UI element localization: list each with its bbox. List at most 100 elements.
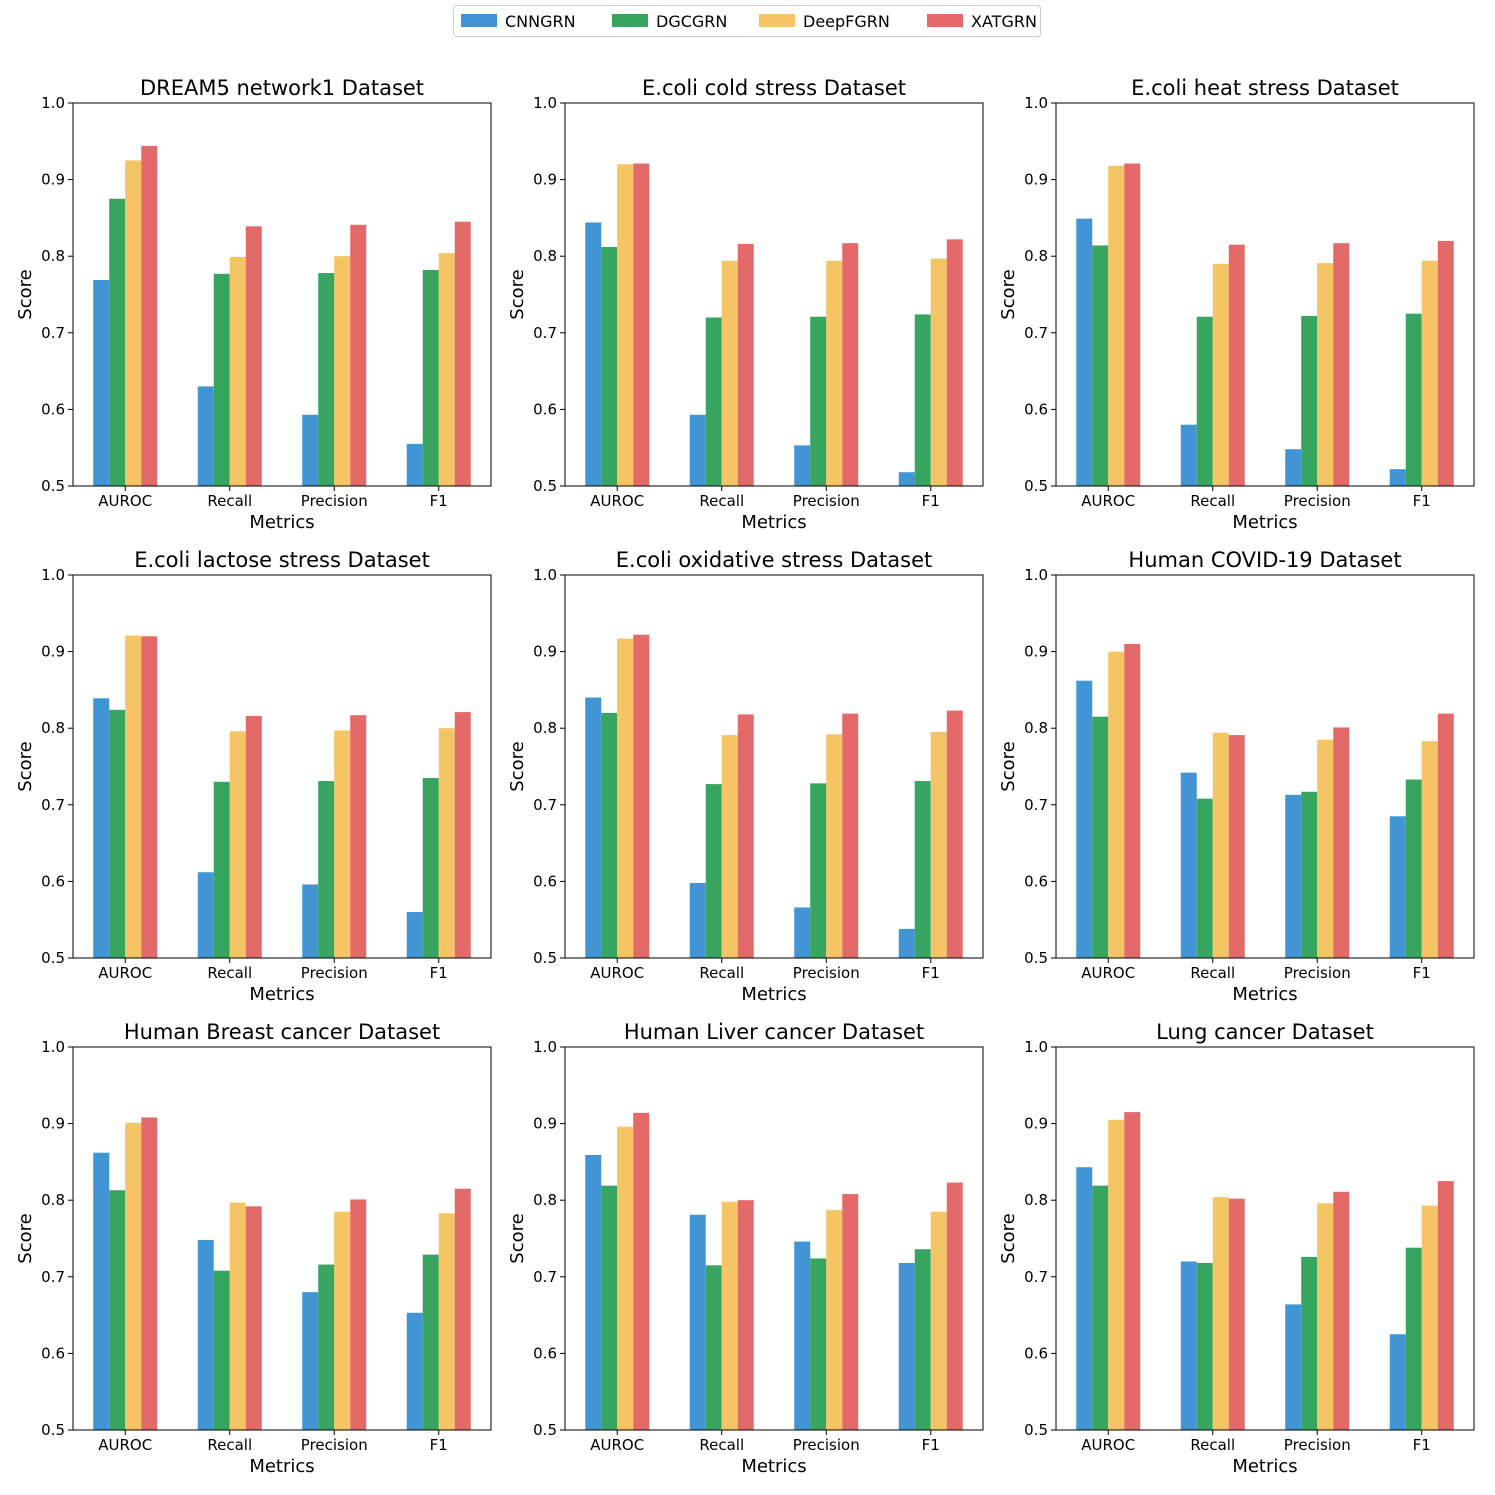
bar-xatgrn-recall	[737, 243, 754, 486]
bar-dgcgrn-recall	[213, 1270, 230, 1430]
bar-cnngrn-auroc	[93, 1152, 110, 1430]
x-tick-label: Recall	[699, 1436, 744, 1454]
x-tick-label: F1	[922, 1436, 940, 1454]
y-tick-label: 0.6	[1024, 400, 1048, 418]
bar-dgcgrn-precision	[318, 273, 335, 486]
bar-xatgrn-precision	[1333, 243, 1350, 486]
bar-xatgrn-f1	[946, 710, 963, 958]
x-tick-label: F1	[922, 964, 940, 982]
bar-dgcgrn-f1	[1405, 1247, 1422, 1430]
bar-dgcgrn-auroc	[1092, 716, 1109, 958]
bar-xatgrn-f1	[1437, 240, 1454, 486]
bar-deepfgrn-f1	[1421, 1205, 1438, 1430]
bar-xatgrn-precision	[1333, 1191, 1350, 1430]
bar-dgcgrn-recall	[1196, 316, 1213, 486]
y-tick-label: 0.9	[533, 643, 557, 661]
y-axis-label: Score	[507, 269, 528, 319]
legend-label-cnngrn: CNNGRN	[505, 12, 576, 31]
bar-deepfgrn-recall	[721, 735, 738, 958]
y-tick-label: 0.7	[1024, 796, 1048, 814]
bar-xatgrn-recall	[245, 715, 262, 958]
y-tick-label: 0.9	[533, 1115, 557, 1133]
bar-dgcgrn-recall	[1196, 798, 1213, 958]
y-axis-label: Score	[998, 1213, 1019, 1263]
bar-dgcgrn-precision	[318, 781, 335, 958]
y-tick-label: 1.0	[1024, 1038, 1048, 1056]
y-tick-label: 0.5	[41, 1421, 65, 1439]
x-tick-label: Recall	[699, 492, 744, 510]
bar-dgcgrn-precision	[1301, 1256, 1318, 1430]
bar-xatgrn-auroc	[633, 163, 650, 487]
y-tick-label: 0.7	[41, 796, 65, 814]
bar-dgcgrn-f1	[914, 314, 931, 486]
x-tick-label: AUROC	[590, 492, 644, 510]
y-tick-label: 0.8	[41, 719, 65, 737]
bar-deepfgrn-auroc	[125, 635, 142, 958]
bar-deepfgrn-auroc	[1108, 165, 1125, 486]
legend: CNNGRN DGCGRN DeepFGRN XATGRN	[453, 5, 1041, 37]
y-axis-label: Score	[15, 1213, 36, 1263]
x-tick-label: F1	[922, 492, 940, 510]
y-tick-label: 0.5	[1024, 1421, 1048, 1439]
bar-xatgrn-auroc	[633, 634, 650, 958]
x-tick-label: Recall	[1190, 1436, 1235, 1454]
bar-dgcgrn-f1	[1405, 779, 1422, 958]
chart-title: E.coli heat stress Dataset	[1131, 76, 1399, 100]
bar-deepfgrn-auroc	[617, 638, 634, 958]
bar-deepfgrn-precision	[1317, 263, 1334, 486]
bar-cnngrn-recall	[689, 414, 706, 486]
legend-swatch-dgcgrn	[612, 14, 648, 27]
x-tick-label: F1	[1413, 964, 1431, 982]
bar-xatgrn-recall	[1228, 735, 1245, 958]
chart-title: Human COVID-19 Dataset	[1128, 548, 1401, 572]
y-tick-label: 0.9	[1024, 171, 1048, 189]
bar-cnngrn-f1	[898, 1263, 915, 1430]
bar-deepfgrn-f1	[438, 728, 455, 958]
bar-dgcgrn-auroc	[601, 247, 618, 486]
bar-deepfgrn-recall	[229, 731, 246, 958]
y-tick-label: 0.5	[41, 477, 65, 495]
legend-label-deepfgrn: DeepFGRN	[803, 12, 890, 31]
bar-deepfgrn-recall	[721, 260, 738, 486]
x-tick-label: Precision	[1284, 492, 1351, 510]
y-tick-label: 0.5	[533, 477, 557, 495]
bar-xatgrn-recall	[737, 1200, 754, 1430]
x-tick-label: Precision	[793, 1436, 860, 1454]
bar-dgcgrn-recall	[1196, 1263, 1213, 1430]
y-tick-label: 1.0	[41, 94, 65, 112]
y-tick-label: 1.0	[1024, 566, 1048, 584]
y-tick-label: 0.8	[533, 719, 557, 737]
y-tick-label: 0.7	[533, 324, 557, 342]
bar-dgcgrn-precision	[810, 783, 827, 958]
bar-cnngrn-f1	[406, 912, 423, 958]
bar-deepfgrn-recall	[1212, 732, 1229, 958]
legend-label-dgcgrn: DGCGRN	[656, 12, 727, 31]
x-tick-label: Precision	[301, 492, 368, 510]
bar-deepfgrn-f1	[1421, 260, 1438, 486]
chart-title: DREAM5 network1 Dataset	[140, 76, 424, 100]
bar-xatgrn-recall	[737, 714, 754, 958]
y-tick-label: 0.7	[1024, 324, 1048, 342]
bar-cnngrn-f1	[406, 1312, 423, 1430]
x-axis-label: Metrics	[1232, 512, 1297, 533]
y-tick-label: 0.6	[41, 1344, 65, 1362]
bar-cnngrn-precision	[1285, 449, 1302, 486]
bar-xatgrn-precision	[842, 243, 859, 486]
x-tick-label: Precision	[793, 492, 860, 510]
chart-e-coli-heat-stress-dataset: E.coli heat stress Dataset 0.5 0.6 0.7 0.8 0.…	[998, 76, 1475, 533]
bar-cnngrn-precision	[794, 445, 811, 486]
bar-cnngrn-precision	[1285, 794, 1302, 958]
bar-cnngrn-precision	[794, 1241, 811, 1430]
bar-xatgrn-auroc	[141, 636, 158, 958]
chart-title: E.coli lactose stress Dataset	[134, 548, 430, 572]
x-axis-label: Metrics	[741, 512, 806, 533]
y-tick-label: 0.9	[41, 1115, 65, 1133]
bar-cnngrn-recall	[689, 1214, 706, 1430]
x-tick-label: Recall	[699, 964, 744, 982]
x-tick-label: Precision	[1284, 1436, 1351, 1454]
y-tick-label: 0.5	[533, 949, 557, 967]
bar-cnngrn-recall	[197, 872, 214, 958]
y-tick-label: 0.6	[1024, 872, 1048, 890]
y-tick-label: 0.8	[1024, 719, 1048, 737]
bar-dgcgrn-precision	[1301, 315, 1318, 486]
